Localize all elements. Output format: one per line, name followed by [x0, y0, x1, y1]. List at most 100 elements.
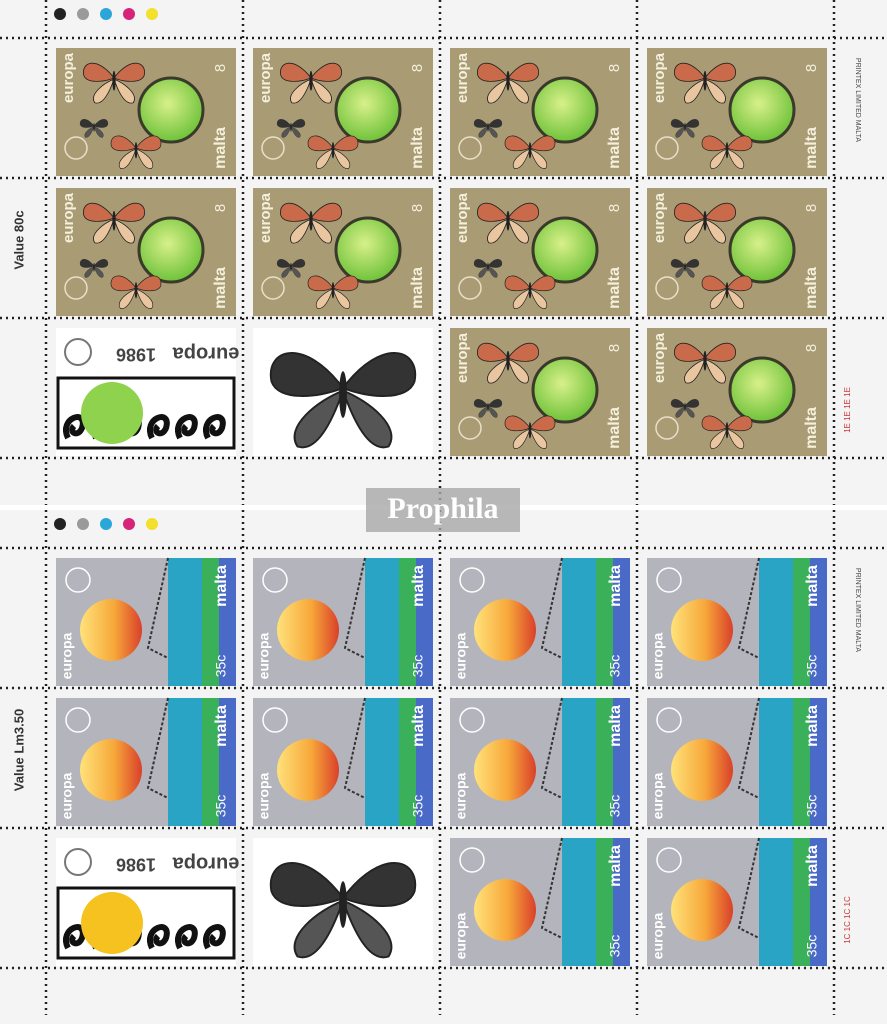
stamp-country: malta: [409, 127, 426, 169]
stripe: [416, 698, 433, 826]
stamp: europa malta 35c: [450, 837, 630, 966]
stamp-denomination: 8: [606, 344, 623, 352]
color-dot: [100, 518, 112, 530]
stripe: [596, 838, 613, 966]
stamp-brand: europa: [60, 192, 77, 243]
wing: [487, 266, 498, 278]
stamp-country: malta: [213, 565, 230, 607]
wing: [704, 218, 726, 244]
sun: [80, 739, 142, 801]
wing: [307, 135, 334, 152]
stamp-denomination: 35c: [410, 795, 426, 818]
compass: [261, 136, 285, 160]
stamp-denomination: 8: [409, 64, 426, 72]
wing: [504, 275, 531, 292]
stripe: [579, 838, 596, 966]
net: [146, 697, 169, 799]
wing: [135, 148, 154, 169]
body: [134, 142, 138, 159]
body: [725, 282, 729, 299]
wing: [726, 275, 753, 292]
stripe: [759, 698, 776, 826]
tab-year: 1986: [116, 344, 156, 364]
stamp-brand: europa: [453, 912, 469, 959]
stripe: [793, 698, 810, 826]
butterfly: [307, 275, 359, 309]
net: [540, 837, 563, 939]
tab-brand: europa: [172, 853, 240, 875]
net: [737, 697, 760, 799]
color-dot: [54, 518, 66, 530]
body: [290, 122, 292, 132]
stamp-denomination: 8: [212, 64, 229, 72]
butterfly: [473, 399, 503, 418]
wing: [487, 218, 509, 244]
wing: [487, 78, 509, 104]
wing: [341, 862, 417, 907]
wing: [93, 126, 104, 138]
stamp-denomination: 35c: [804, 655, 820, 678]
stamp-country: malta: [212, 267, 229, 309]
scroll: [203, 924, 226, 950]
stripe: [810, 698, 827, 826]
wing: [290, 266, 301, 278]
stamp-brand: europa: [650, 772, 666, 819]
wing: [473, 119, 489, 128]
wing: [281, 266, 292, 278]
wing: [332, 148, 351, 169]
stamp-brand: europa: [651, 52, 668, 103]
printer-imprint: PRINTEX LIMITED MALTA: [854, 58, 861, 142]
butterfly: [79, 119, 109, 138]
stamp-brand: europa: [651, 332, 668, 383]
compass: [262, 567, 288, 593]
globe: [137, 216, 205, 284]
stamp: europa malta 8: [253, 48, 433, 176]
net: [343, 697, 366, 799]
stamp-brand: europa: [650, 912, 666, 959]
stamp-country: malta: [804, 705, 821, 747]
stamp: europa malta 8: [647, 328, 827, 456]
sheet-value: Value 80c: [11, 210, 26, 269]
wing: [704, 202, 736, 222]
body: [93, 122, 95, 132]
stamp: europa malta 8: [56, 188, 236, 316]
wing: [709, 428, 728, 449]
stamp: europa malta 8: [647, 188, 827, 316]
butterfly: [670, 399, 700, 418]
stamp: europa malta 35c: [450, 557, 630, 686]
wing: [477, 202, 509, 222]
sun: [474, 739, 536, 801]
wing: [684, 266, 695, 278]
stamp-denomination: 8: [803, 64, 820, 72]
wing: [113, 78, 135, 104]
net: [737, 557, 760, 659]
stripe: [613, 558, 630, 686]
stamp-brand: europa: [256, 632, 272, 679]
stamp-brand: europa: [59, 632, 75, 679]
stamp-denomination: 8: [606, 64, 623, 72]
stamp-denomination: 35c: [607, 795, 623, 818]
body: [487, 402, 489, 412]
butterfly: [674, 342, 736, 384]
stamp-brand: europa: [650, 632, 666, 679]
stamp-brand: europa: [59, 772, 75, 819]
stripe: [399, 558, 416, 686]
wing: [507, 202, 539, 222]
wing: [478, 266, 489, 278]
wing: [529, 275, 556, 292]
wing: [332, 275, 359, 292]
wing: [477, 62, 509, 82]
stamp-denomination: 8: [212, 204, 229, 212]
wing: [110, 135, 137, 152]
body: [528, 422, 532, 439]
wing: [709, 288, 728, 309]
stamp-denomination: 35c: [607, 655, 623, 678]
stamp: europa malta 35c: [450, 697, 630, 826]
cylinder-number: 1E 1E 1E 1E: [843, 387, 852, 433]
wing: [704, 78, 726, 104]
wing: [487, 406, 498, 418]
butterfly: [670, 119, 700, 138]
wing: [704, 62, 736, 82]
wing: [269, 352, 345, 397]
butterfly: [110, 135, 162, 169]
